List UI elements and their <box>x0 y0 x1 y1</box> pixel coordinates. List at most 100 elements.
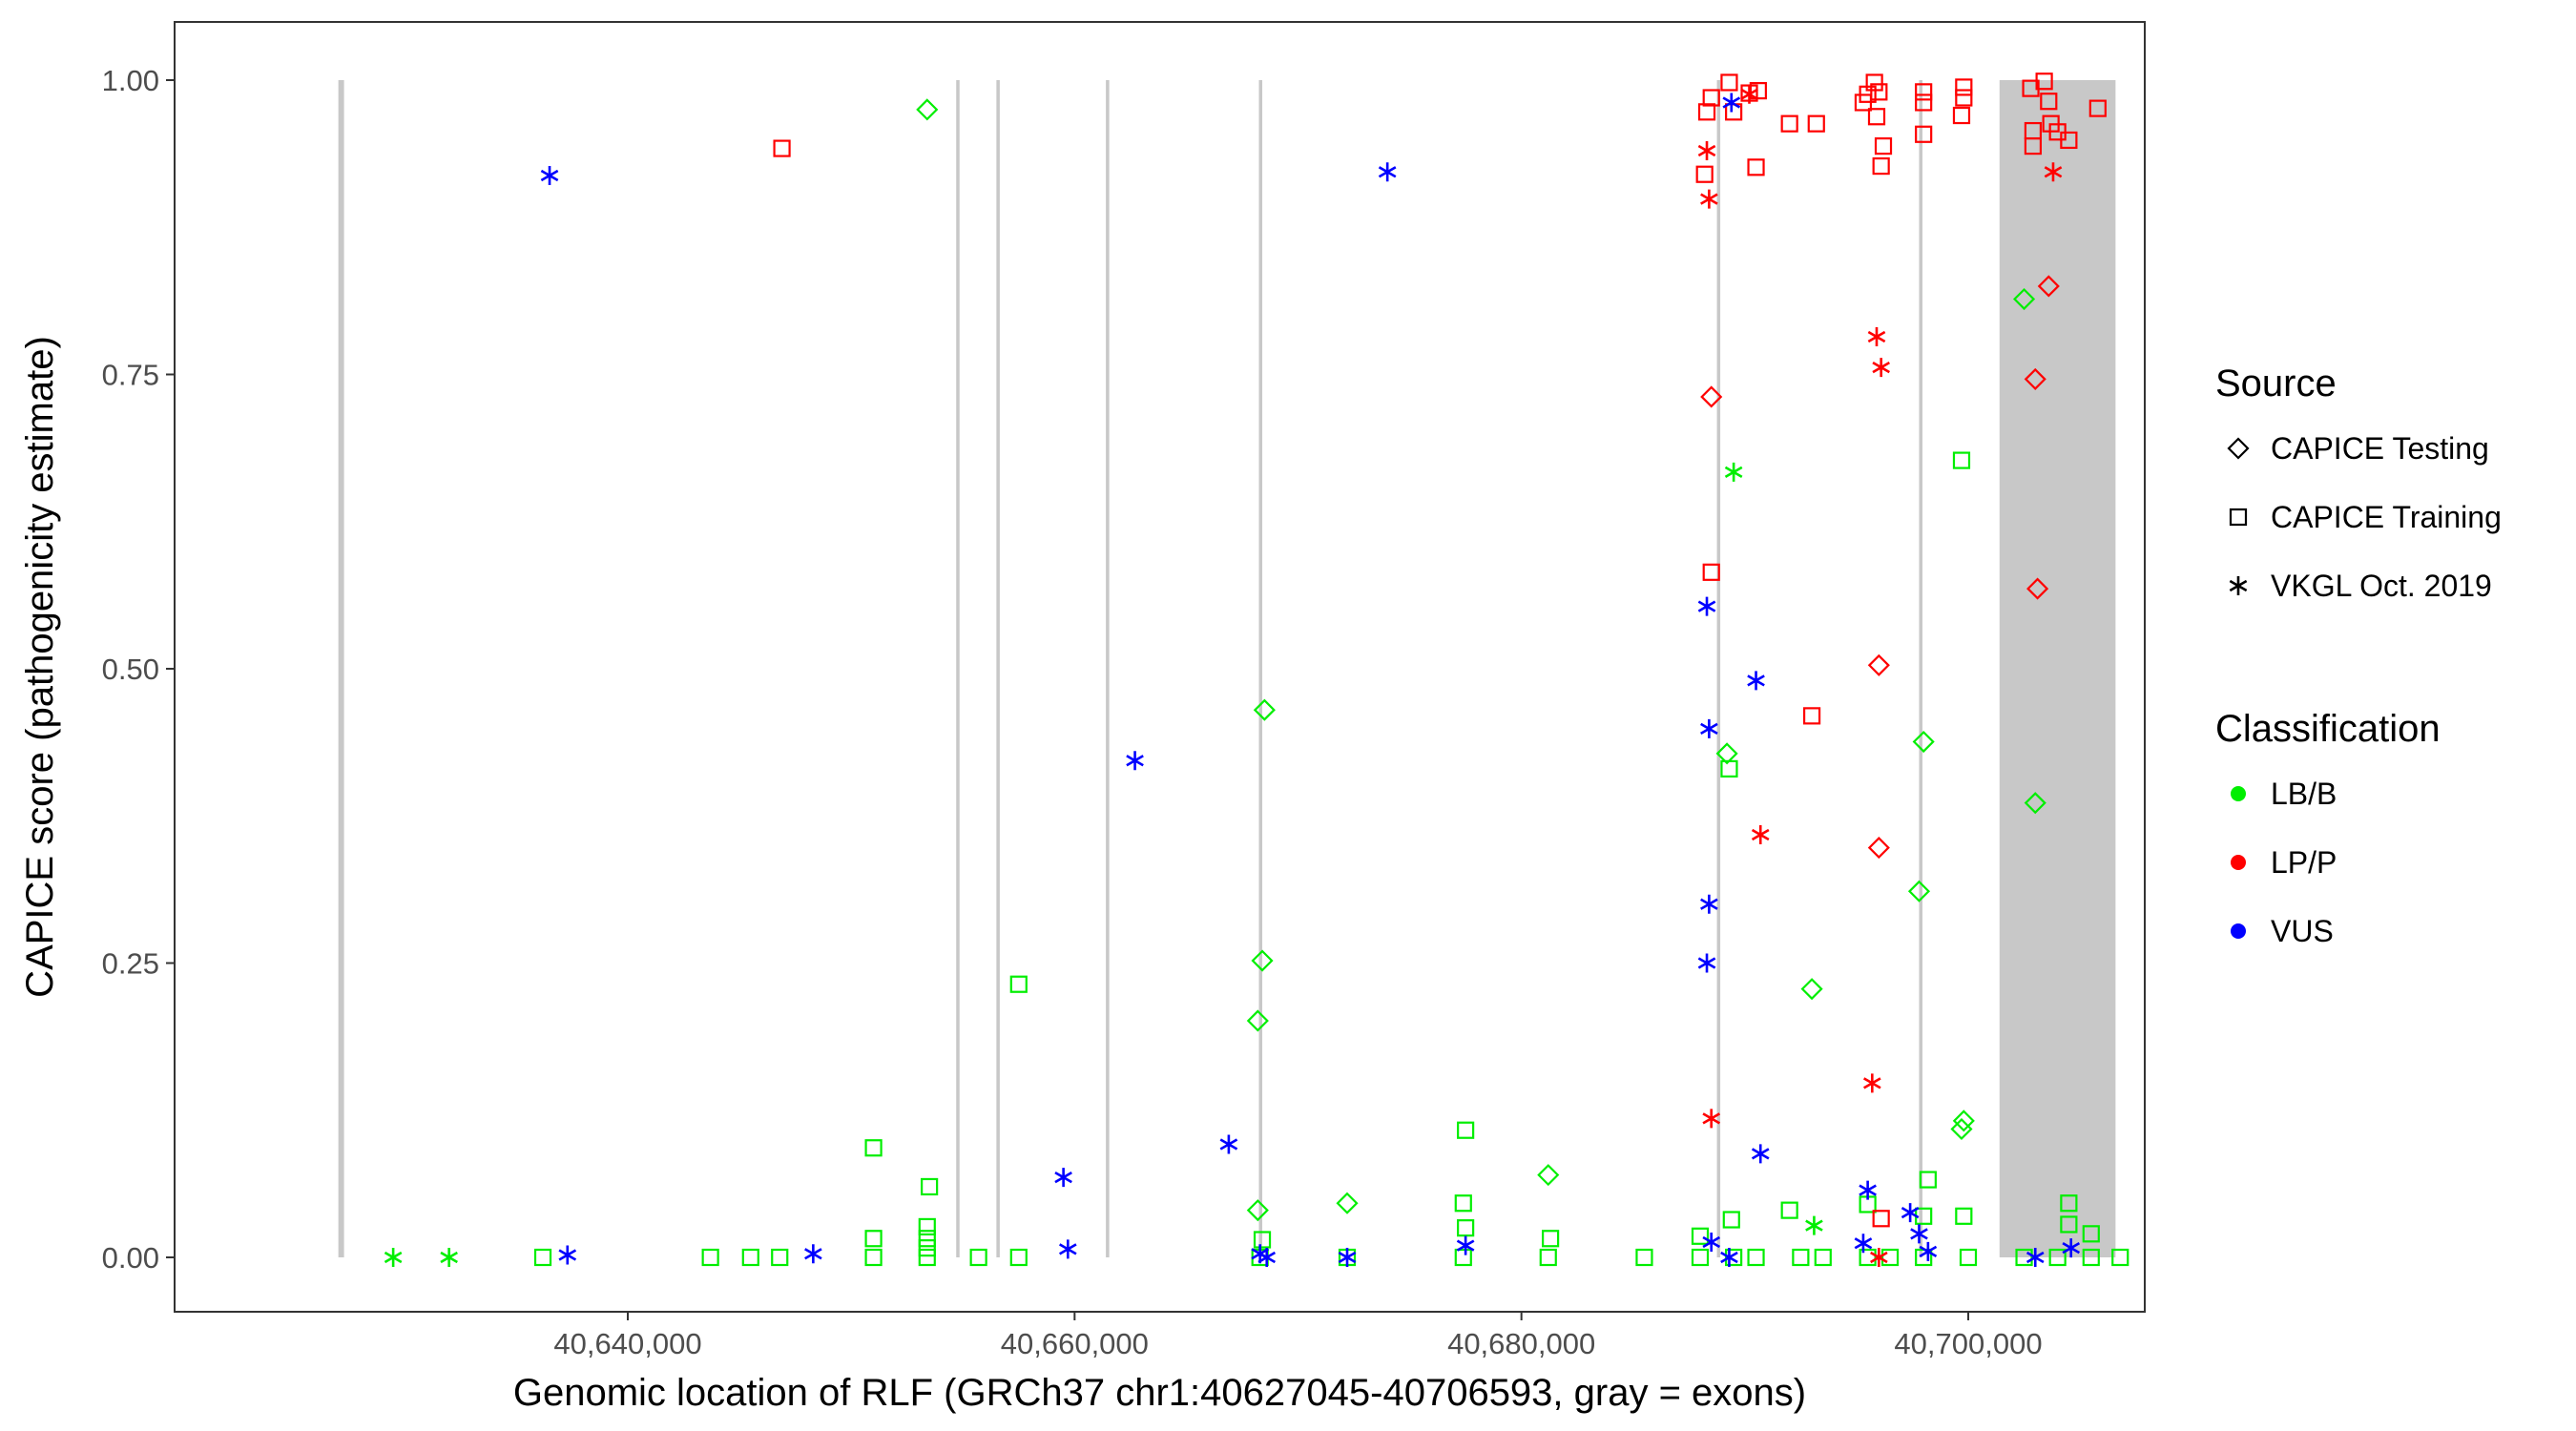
data-point <box>2040 93 2058 111</box>
data-point <box>916 98 939 121</box>
y-axis-title: CAPICE score (pathogenicity estimate) <box>19 336 61 998</box>
legend: Source CAPICE Testing CAPICE Training VKGL… <box>2215 363 2502 948</box>
data-point <box>1919 1241 1938 1261</box>
data-point <box>1955 78 1973 96</box>
legend-classification-label: VUS <box>2271 914 2334 948</box>
data-point <box>1338 1248 1357 1267</box>
exon-region-8 <box>1999 80 2116 1257</box>
legend-square-icon <box>2229 508 2248 527</box>
data-point <box>1722 1211 1740 1229</box>
data-point <box>969 1248 987 1267</box>
data-point <box>1780 1201 1798 1219</box>
data-points <box>384 73 2129 1267</box>
data-point <box>1814 1248 1832 1267</box>
data-point <box>2060 1194 2078 1213</box>
data-point <box>1691 1227 1710 1245</box>
legend-asterisk-icon <box>2229 576 2248 595</box>
data-point <box>384 1248 403 1267</box>
data-point <box>918 1230 936 1248</box>
data-point <box>2044 162 2063 182</box>
series-asterisk-vus <box>540 93 2081 1267</box>
legend-dot-icon <box>2231 786 2246 801</box>
data-point <box>533 1248 552 1267</box>
data-point <box>1251 949 1274 972</box>
series-square-lb-b <box>533 451 2129 1267</box>
data-point <box>1959 1248 1978 1267</box>
data-point <box>1910 1224 1928 1244</box>
series-diamond-lb-b <box>916 98 2046 1222</box>
data-point <box>540 165 559 185</box>
data-point <box>1246 1009 1269 1032</box>
data-point <box>1915 93 1933 112</box>
data-point <box>2060 1215 2078 1234</box>
data-point <box>1457 1219 1475 1237</box>
data-point <box>2082 1225 2100 1243</box>
data-point <box>918 1248 936 1267</box>
data-point <box>1257 1248 1277 1267</box>
data-point <box>1009 1248 1028 1267</box>
x-tick-label: 40,700,000 <box>1894 1327 2042 1360</box>
series-asterisk-lp-p <box>1697 84 2063 1267</box>
data-point <box>1219 1134 1238 1154</box>
legend-source-label: CAPICE Testing <box>2271 431 2489 466</box>
series-asterisk-lb-b <box>384 462 1823 1267</box>
data-point <box>1246 1199 1269 1222</box>
data-point <box>1054 1168 1072 1188</box>
data-point <box>1867 653 1890 676</box>
data-point <box>1457 1121 1475 1139</box>
data-point <box>1720 73 1738 92</box>
data-point <box>1955 1207 1973 1225</box>
data-point <box>1952 106 1971 125</box>
data-point <box>1867 327 1886 347</box>
data-point <box>864 1230 883 1248</box>
plot-panel-border <box>174 21 2146 1313</box>
x-axis-title: Genomic location of RLF (GRCh37 chr1:406… <box>513 1372 1806 1414</box>
data-point <box>918 1239 936 1257</box>
data-point <box>1700 718 1718 738</box>
data-point <box>1912 730 1935 754</box>
data-point <box>1542 1230 1560 1248</box>
data-point <box>1747 158 1765 176</box>
data-point <box>864 1248 883 1267</box>
series-square-lp-p <box>773 73 2107 1228</box>
data-point <box>1722 93 1741 113</box>
data-point <box>1805 1215 1823 1235</box>
data-point <box>1697 141 1716 161</box>
legend-dot-icon <box>2231 923 2246 939</box>
data-point <box>2026 577 2049 600</box>
x-tick-label: 40,640,000 <box>553 1327 701 1360</box>
data-point <box>1697 103 1716 121</box>
data-point <box>1800 978 1823 1001</box>
data-point <box>921 1177 939 1196</box>
data-point <box>1740 84 1758 104</box>
data-point <box>1749 82 1767 100</box>
data-point <box>2088 99 2107 117</box>
data-point <box>701 1248 719 1267</box>
data-point <box>2037 275 2060 298</box>
data-point <box>1253 1231 1272 1249</box>
data-point <box>1702 563 1720 581</box>
y-tick-label: 1.00 <box>102 64 159 97</box>
data-point <box>1870 1248 1888 1267</box>
data-point <box>1870 83 1888 101</box>
data-point <box>804 1244 822 1264</box>
data-point <box>1859 1180 1877 1200</box>
series-diamond-lp-p <box>1700 275 2060 860</box>
data-point <box>2062 1238 2081 1258</box>
data-point <box>1724 462 1743 482</box>
data-point <box>1751 1144 1770 1164</box>
legend-classification-label: LP/P <box>2271 845 2337 880</box>
data-point <box>2082 1248 2100 1267</box>
data-point <box>1702 1109 1721 1129</box>
data-point <box>1872 358 1890 378</box>
data-point <box>2012 287 2036 311</box>
data-point <box>1697 596 1716 616</box>
data-point <box>2015 1248 2033 1267</box>
data-point <box>1691 1248 1710 1267</box>
data-point <box>1009 975 1028 993</box>
data-point <box>1253 698 1276 721</box>
data-point <box>1915 83 1933 101</box>
data-point <box>1720 759 1738 778</box>
data-point <box>1751 824 1770 844</box>
